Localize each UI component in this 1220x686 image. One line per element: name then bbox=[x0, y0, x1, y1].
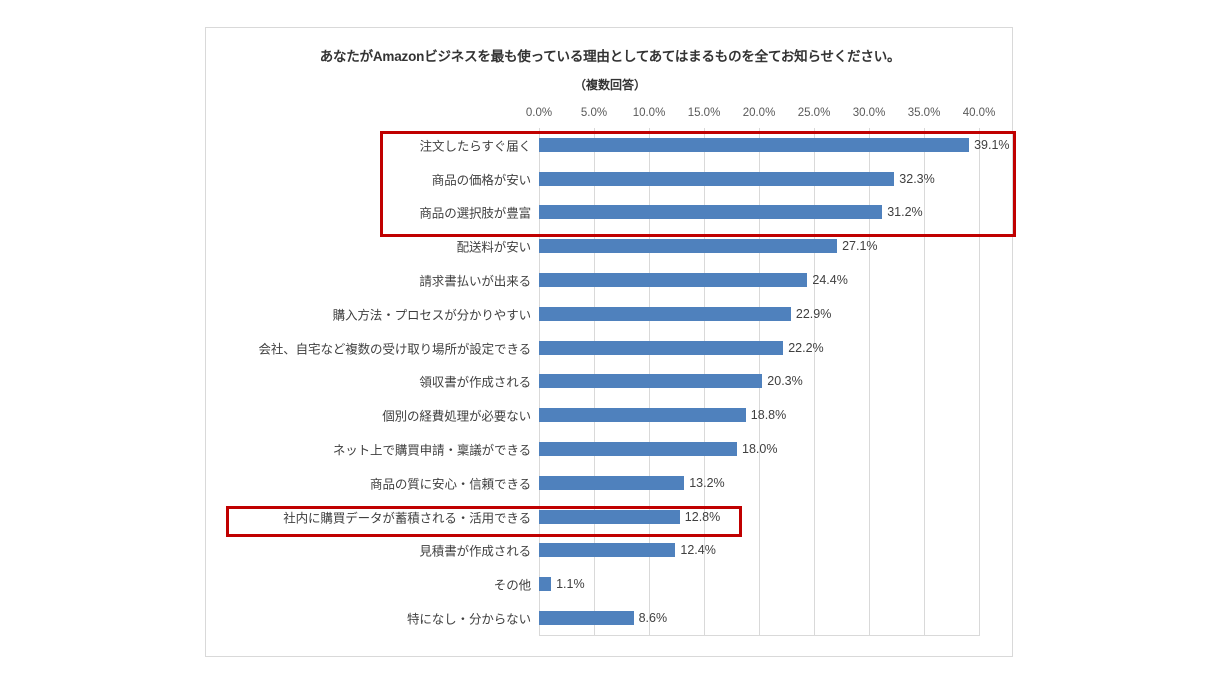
bar bbox=[539, 577, 552, 592]
bar-row: 個別の経費処理が必要ない 18.8% bbox=[206, 398, 1014, 432]
category-label: 特になし・分からない bbox=[406, 612, 531, 627]
bar-value-label: 24.4% bbox=[812, 273, 848, 288]
category-label: 社内に購買データが蓄積される・活用できる bbox=[283, 511, 531, 526]
x-axis-tick-label: 25.0% bbox=[797, 107, 831, 119]
bar-value-label: 27.1% bbox=[842, 239, 878, 254]
chart-container: あなたがAmazonビジネスを最も使っている理由としてあてはまるものを全てお知ら… bbox=[205, 27, 1016, 657]
bar-value-label: 20.3% bbox=[767, 374, 803, 389]
bar-row: その他 1.1% bbox=[206, 567, 1014, 601]
bar bbox=[539, 306, 791, 321]
gridline bbox=[924, 128, 925, 635]
bar-value-label: 22.2% bbox=[788, 340, 824, 355]
x-axis-tick-label: 40.0% bbox=[962, 107, 996, 119]
bar-row: 購入方法・プロセスが分かりやすい 22.9% bbox=[206, 297, 1014, 331]
bar-row: 商品の価格が安い 32.3% bbox=[206, 162, 1014, 196]
bar bbox=[539, 340, 784, 355]
gridline bbox=[979, 128, 980, 635]
category-label: 購入方法・プロセスが分かりやすい bbox=[332, 308, 532, 323]
bar-row: 商品の選択肢が豊富 31.2% bbox=[206, 196, 1014, 230]
bar bbox=[539, 273, 808, 288]
x-axis-tick-labels: 0.0% 5.0% 10.0% 15.0% 20.0% 25.0% 30.0% 35.0% 40… bbox=[206, 107, 1014, 123]
x-axis-line bbox=[539, 635, 980, 636]
category-label: 商品の選択肢が豊富 bbox=[419, 206, 531, 221]
bar-value-label: 12.4% bbox=[680, 543, 716, 558]
x-axis-tick-label: 20.0% bbox=[742, 107, 776, 119]
category-label: 商品の質に安心・信頼できる bbox=[370, 477, 531, 492]
category-label: 会社、自宅など複数の受け取り場所が設定できる bbox=[258, 342, 531, 357]
x-axis-tick-label: 0.0% bbox=[525, 107, 553, 119]
category-label: 商品の価格が安い bbox=[431, 173, 531, 188]
bar-value-label: 18.0% bbox=[742, 442, 778, 457]
bar-row: 領収書が作成される 20.3% bbox=[206, 365, 1014, 399]
bar bbox=[539, 611, 634, 626]
bar bbox=[539, 374, 763, 389]
category-label: 注文したらすぐ届く bbox=[419, 139, 531, 154]
category-label: ネット上で購買申請・稟議ができる bbox=[332, 443, 531, 458]
bar-row: 見積書が作成される 12.4% bbox=[206, 534, 1014, 568]
bar-row: 注文したらすぐ届く 39.1% bbox=[206, 128, 1014, 162]
category-label: その他 bbox=[493, 578, 531, 593]
x-axis-tick-label: 5.0% bbox=[580, 107, 608, 119]
bar-row: 配送料が安い 27.1% bbox=[206, 229, 1014, 263]
bar-value-label: 22.9% bbox=[795, 306, 832, 321]
x-axis-tick-label: 30.0% bbox=[852, 107, 886, 119]
bar-row: 会社、自宅など複数の受け取り場所が設定できる 22.2% bbox=[206, 331, 1014, 365]
bar-value-label: 32.3% bbox=[899, 171, 935, 186]
gridline bbox=[869, 128, 870, 635]
chart-title: あなたがAmazonビジネスを最も使っている理由としてあてはまるものを全てお知ら… bbox=[319, 49, 901, 64]
bar-row: 社内に購買データが蓄積される・活用できる 12.8% bbox=[206, 500, 1014, 534]
bar bbox=[539, 475, 685, 490]
bar-row: 特になし・分からない 8.6% bbox=[206, 601, 1014, 635]
bar-value-label: 39.1% bbox=[974, 137, 1010, 152]
gridline bbox=[814, 128, 815, 635]
bar bbox=[539, 442, 737, 457]
bar-value-label: 12.8% bbox=[684, 509, 721, 524]
category-label: 請求書払いが出来る bbox=[419, 274, 531, 289]
bar-value-label: 8.6% bbox=[638, 611, 668, 626]
x-axis-tick-label: 10.0% bbox=[632, 107, 666, 119]
bar bbox=[539, 171, 895, 186]
category-label: 領収書が作成される bbox=[419, 375, 531, 390]
bar-value-label: 1.1% bbox=[556, 577, 585, 592]
bar bbox=[539, 205, 883, 220]
bar bbox=[539, 408, 746, 423]
x-axis-tick-label: 35.0% bbox=[907, 107, 941, 119]
bar-row: 商品の質に安心・信頼できる 13.2% bbox=[206, 466, 1014, 500]
bar bbox=[539, 239, 838, 254]
bar bbox=[539, 543, 676, 558]
chart-subtitle: （複数回答） bbox=[573, 78, 646, 92]
bar-value-label: 13.2% bbox=[689, 475, 725, 490]
bar-value-label: 31.2% bbox=[887, 205, 923, 220]
category-label: 見積書が作成される bbox=[419, 544, 531, 559]
bar-row: ネット上で購買申請・稟議ができる 18.0% bbox=[206, 432, 1014, 466]
bar-row: 請求書払いが出来る 24.4% bbox=[206, 263, 1014, 297]
bar bbox=[539, 137, 970, 152]
bar-value-label: 18.8% bbox=[750, 408, 787, 423]
category-label: 配送料が安い bbox=[456, 240, 532, 255]
category-label: 個別の経費処理が必要ない bbox=[382, 409, 531, 424]
bar bbox=[539, 509, 680, 524]
x-axis-tick-label: 15.0% bbox=[687, 107, 721, 119]
